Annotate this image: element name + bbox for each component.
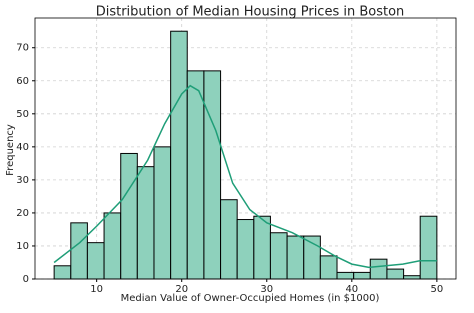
bar <box>120 152 138 280</box>
x-tick-label: 10 <box>90 284 103 295</box>
bar <box>186 70 205 280</box>
bar <box>403 275 421 280</box>
bar <box>336 271 355 280</box>
bar <box>269 232 288 280</box>
bar <box>203 70 222 280</box>
bar <box>286 235 305 280</box>
bar <box>353 271 371 280</box>
chart-title: Distribution of Median Housing Prices in… <box>96 5 405 20</box>
y-tick-label: 40 <box>16 142 29 153</box>
bar <box>319 255 338 280</box>
bar <box>386 268 405 280</box>
bar <box>103 212 122 280</box>
bar <box>419 215 438 280</box>
y-axis-label: Frequency <box>5 124 16 176</box>
y-tick-label: 50 <box>16 109 29 120</box>
bar <box>220 199 238 280</box>
bar <box>86 242 105 280</box>
y-tick-label: 10 <box>16 241 29 252</box>
x-tick-label: 20 <box>175 284 188 295</box>
bar <box>236 219 255 280</box>
bar <box>369 258 388 280</box>
y-tick-label: 70 <box>16 43 29 54</box>
x-tick-label: 50 <box>430 284 443 295</box>
plot-frame <box>34 17 457 280</box>
y-tick-label: 20 <box>16 208 29 219</box>
bar <box>170 30 188 280</box>
x-axis-label: Median Value of Owner-Occupied Homes (in… <box>121 293 380 304</box>
y-tick-label: 30 <box>16 175 29 186</box>
bar <box>136 166 155 280</box>
bar <box>53 265 72 280</box>
bar <box>70 222 88 280</box>
x-tick-label: 30 <box>260 284 273 295</box>
x-tick-label: 40 <box>345 284 358 295</box>
y-tick-label: 60 <box>16 76 29 87</box>
y-tick-label: 0 <box>23 274 29 285</box>
bar <box>253 215 271 280</box>
bar <box>153 146 172 280</box>
kde-line <box>53 84 437 269</box>
